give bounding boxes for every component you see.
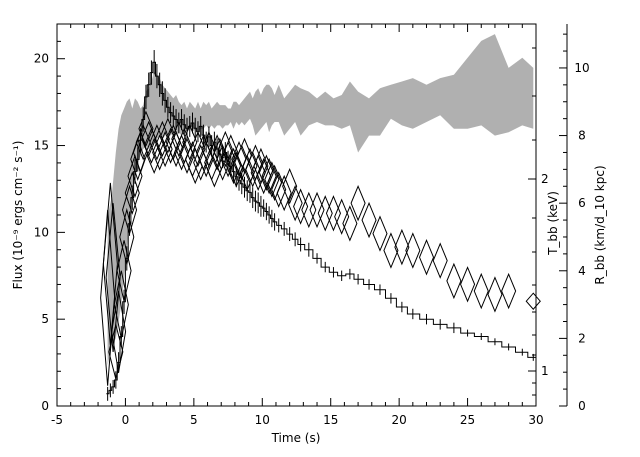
y-axis-title: Flux (10⁻⁹ ergs cm⁻² s⁻¹)	[11, 141, 25, 290]
radius-diamond	[226, 147, 242, 185]
radius-diamond	[157, 130, 173, 168]
mid-right-axis-ticks: 12	[528, 47, 549, 396]
radius-diamond	[190, 130, 206, 168]
y-tick-label: 5	[41, 312, 49, 326]
right-axis-title: R_bb (km/d_10 kpc)	[593, 165, 607, 284]
right-tick-label: 4	[578, 264, 586, 278]
radius-diamond	[245, 151, 261, 188]
x-tick-label: 15	[323, 413, 338, 427]
x-tick-label: 20	[392, 413, 407, 427]
radius-diamond	[132, 130, 149, 175]
x-tick-label: 30	[528, 413, 543, 427]
radius-diamond	[173, 134, 190, 171]
radius-diamond	[487, 276, 503, 313]
radius-diamond	[342, 205, 358, 242]
x-tick-label: 10	[255, 413, 270, 427]
radius-diamond	[100, 209, 116, 386]
y-axis-ticks: 0 5 10 15 20	[34, 40, 65, 413]
radius-diamond	[432, 242, 448, 279]
radius-diamond	[217, 130, 233, 168]
y-tick-label: 0	[41, 399, 49, 413]
radius-diamond	[287, 184, 303, 222]
radius-diamond	[301, 191, 317, 229]
radius-diamond	[350, 184, 366, 222]
radius-diamond	[261, 157, 277, 195]
right-tick-label: 8	[578, 129, 586, 143]
radius-diamond	[446, 262, 462, 300]
radius-diamond	[171, 120, 187, 158]
radius-diamond	[258, 154, 274, 191]
radius-diamond	[501, 272, 517, 310]
radius-diamond	[250, 154, 266, 191]
radius-diamond	[317, 195, 333, 232]
temperature-band	[107, 34, 534, 366]
mid-right-tick-label: 2	[541, 172, 549, 186]
radius-diamond	[176, 127, 192, 164]
radius-diamond	[473, 272, 489, 310]
x-axis-ticks: -5 0 5 10 15 20 25 30	[51, 24, 544, 427]
mid-right-axis-title: T_bb (keV)	[546, 191, 560, 256]
radius-diamond	[405, 232, 421, 269]
radius-diamond	[418, 239, 435, 276]
x-tick-label: 0	[122, 413, 130, 427]
right-tick-label: 2	[578, 331, 586, 345]
radius-diamond	[220, 141, 236, 178]
y-tick-label: 20	[34, 52, 49, 66]
radius-diamond	[264, 161, 280, 198]
radius-diamond	[124, 171, 140, 215]
radius-diamond	[154, 120, 170, 158]
right-tick-label: 0	[578, 399, 586, 413]
radius-diamond	[394, 228, 410, 266]
radius-diamonds	[100, 110, 541, 386]
y-tick-label: 15	[34, 139, 49, 153]
flux-step-series	[106, 50, 536, 401]
radius-diamond	[105, 203, 121, 352]
radius-diamond	[282, 168, 298, 205]
x-tick-label: 5	[190, 413, 198, 427]
temperature-band-area	[107, 34, 534, 366]
x-axis-title: Time (s)	[271, 431, 321, 445]
radius-diamond	[267, 164, 283, 202]
radius-diamond	[168, 130, 184, 168]
x-tick-label: -5	[51, 413, 63, 427]
radius-diamond	[138, 110, 154, 148]
right-axis-ticks: 0 2 4 6 8 10	[559, 33, 590, 413]
radius-diamond	[163, 127, 179, 164]
radius-diamond	[460, 266, 476, 303]
x-tick-label: 25	[460, 413, 475, 427]
flux-step-line	[106, 61, 536, 395]
radius-diamond	[160, 117, 176, 154]
radius-diamond	[215, 144, 231, 181]
mid-right-tick-label: 1	[541, 364, 549, 378]
radius-diamond	[334, 198, 350, 235]
radius-diamond	[276, 174, 292, 212]
right-tick-label: 10	[574, 61, 589, 75]
y-tick-label: 10	[34, 225, 49, 239]
radius-diamond	[372, 215, 388, 252]
radius-diamond	[253, 147, 269, 185]
radius-diamond	[182, 124, 198, 161]
radius-diamond	[247, 144, 263, 181]
radius-diamond	[525, 292, 541, 310]
radius-diamond	[361, 201, 377, 239]
right-tick-label: 6	[578, 196, 586, 210]
